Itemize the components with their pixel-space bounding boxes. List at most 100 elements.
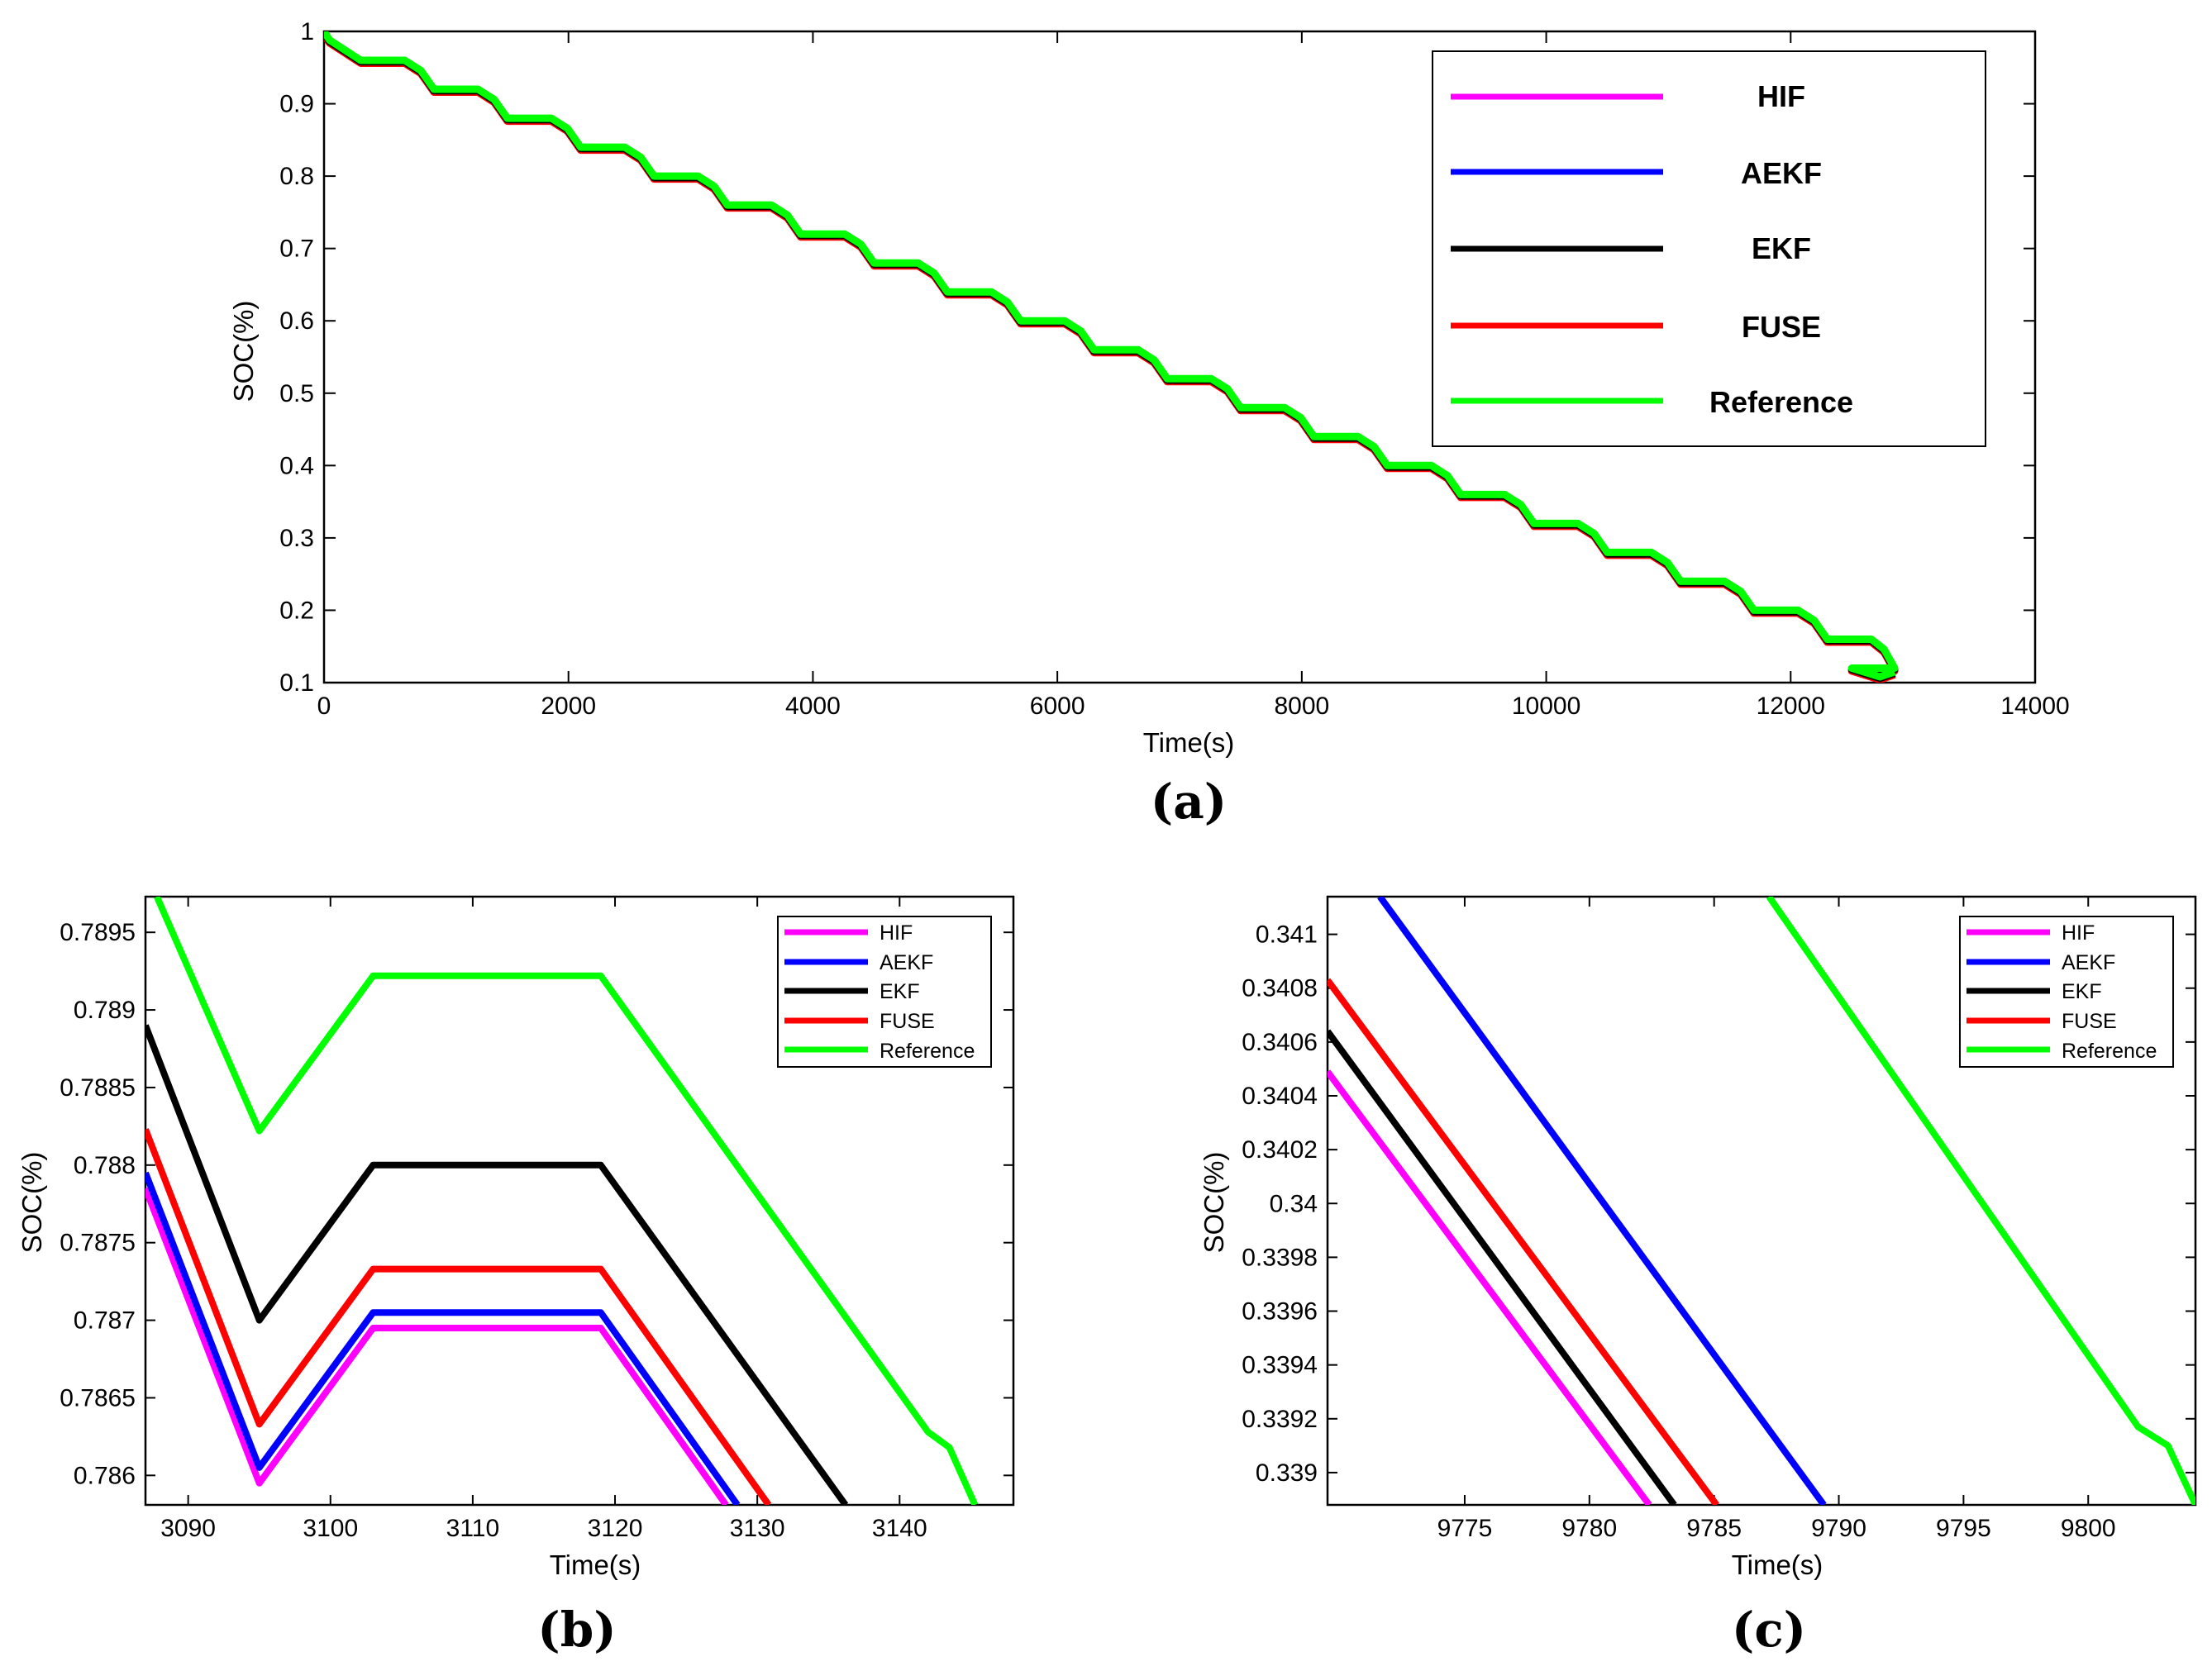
panel-a-y-label: SOC(%) [228,301,259,402]
panel-c-series [1328,897,2195,1505]
panel-b-legend-label-ekf: EKF [880,980,920,1003]
panel-a-x-label: Time(s) [1143,727,1235,758]
x-tick-label: 3120 [588,1515,643,1542]
panel-a-legend-label-aekf: AEKF [1741,156,1822,190]
panel-c-legend-label-aekf: AEKF [2062,951,2115,974]
x-tick-label: 3090 [160,1515,216,1542]
y-tick-label: 0.788 [74,1152,136,1179]
x-tick-label: 3130 [730,1515,785,1542]
series-line-ekf [145,1024,849,1505]
series-line-hif [1328,1069,1652,1505]
y-tick-label: 0.339 [1256,1459,1318,1487]
y-tick-label: 0.3404 [1242,1083,1318,1110]
x-tick-label: 9775 [1437,1515,1493,1542]
series-line-reference [154,897,979,1505]
panel-b-legend-label-aekf: AEKF [880,951,933,974]
panel-c-legend-label-ekf: EKF [2062,980,2102,1003]
y-tick-label: 0.3408 [1242,975,1318,1002]
panel-b-legend-label-hif: HIF [880,921,913,945]
panel-c-legend: HIF AEKF EKF FUSE Reference [1959,916,2174,1068]
panel-c-legend-label-hif: HIF [2062,921,2095,945]
panel-b-y-label: SOC(%) [17,1152,47,1254]
panel-a: 0 2000 4000 6000 8000 10000 12000 14000 0.10.20… [228,18,2070,830]
panel-c: 9775 9780 9785 9790 9795 9800 0.3390.33920.33… [1199,895,2197,1658]
x-tick-label: 8000 [1274,693,1329,720]
y-tick-label: 0.789 [74,997,136,1024]
y-tick-label: 0.7895 [60,919,136,946]
y-tick-label: 0.787 [74,1307,136,1335]
series-line-aekf [1377,897,1827,1505]
panel-c-legend-label-reference: Reference [2062,1040,2157,1063]
x-tick-label: 9795 [1936,1515,1991,1542]
x-tick-label: 10000 [1512,693,1580,720]
y-tick-label: 0.3398 [1242,1244,1318,1271]
panel-a-legend-label-ekf: EKF [1752,231,1811,265]
y-tick-label: 0.5 [279,380,314,407]
panel-a-legend-label-reference: Reference [1709,385,1853,419]
y-tick-label: 0.7865 [60,1384,136,1412]
series-line-aekf [145,1171,741,1505]
y-tick-label: 0.786 [74,1462,136,1489]
x-tick-label: 3100 [303,1515,358,1542]
panel-a-legend-label-fuse: FUSE [1742,310,1821,344]
series-line-ekf [1328,1029,1677,1505]
x-tick-label: 0 [317,693,331,720]
y-tick-label: 0.6 [279,307,314,335]
y-tick-label: 0.34 [1270,1190,1318,1217]
panel-b-series [145,897,979,1505]
x-tick-label: 12000 [1757,693,1825,720]
y-tick-label: 0.7875 [60,1230,136,1257]
x-tick-label: 6000 [1030,693,1085,720]
x-tick-label: 9780 [1561,1515,1617,1542]
x-tick-label: 9785 [1686,1515,1742,1542]
x-tick-label: 4000 [785,693,841,720]
y-tick-label: 0.2 [279,597,314,624]
x-tick-label: 9790 [1811,1515,1866,1542]
series-line-hif [145,1187,729,1505]
panel-a-series [324,31,1899,683]
panel-c-y-ticks: 0.339 0.3392 0.3394 0.3396 0.3398 0.34 0.3402 0… [1242,921,2195,1487]
panel-b: 3090 3100 3110 3120 3130 3140 0.7860.78650.78… [17,895,1015,1658]
panel-c-x-ticks: 9775 9780 9785 9790 9795 9800 [1437,897,2116,1542]
panel-c-x-label: Time(s) [1732,1550,1823,1580]
y-tick-label: 0.3394 [1242,1352,1318,1379]
x-tick-label: 9800 [2061,1515,2116,1542]
panel-b-caption: (b) [537,1602,616,1658]
y-tick-label: 0.7885 [60,1074,136,1102]
series-line-reference [1766,897,2195,1505]
panel-b-y-ticks: 0.786 0.7865 0.787 0.7875 0.788 0.7885 0.789 0.… [60,919,1013,1489]
series-line-reference [324,31,1899,681]
panel-c-y-label: SOC(%) [1199,1152,1229,1254]
y-tick-label: 0.3396 [1242,1298,1318,1326]
panel-c-caption: (c) [1732,1602,1806,1658]
y-tick-label: 0.341 [1256,921,1318,949]
x-tick-label: 3140 [872,1515,927,1542]
panel-a-legend-label-hif: HIF [1757,79,1805,113]
y-tick-label: 0.7 [279,236,314,263]
panel-a-caption: (a) [1151,774,1227,830]
panel-b-legend-label-fuse: FUSE [880,1010,935,1033]
panel-a-x-ticks: 0 2000 4000 6000 8000 10000 12000 14000 [317,31,2070,720]
panel-a-legend: HIF AEKF EKF FUSE Reference [1432,50,1986,447]
panel-b-legend: HIF AEKF EKF FUSE Reference [777,916,992,1068]
y-tick-label: 0.4 [279,452,314,479]
x-tick-label: 2000 [541,693,596,720]
panel-b-x-ticks: 3090 3100 3110 3120 3130 3140 [160,897,927,1542]
panel-c-legend-label-fuse: FUSE [2062,1010,2117,1033]
y-tick-label: 1 [300,18,314,45]
y-tick-label: 0.9 [279,91,314,118]
series-line-fuse [1328,978,1719,1505]
series-line-fuse [145,1128,772,1505]
y-tick-label: 0.3406 [1242,1029,1318,1056]
y-tick-label: 0.3392 [1242,1406,1318,1433]
x-tick-label: 14000 [2000,693,2069,720]
x-tick-label: 3110 [446,1515,500,1542]
y-tick-label: 0.1 [279,669,314,697]
panel-b-x-label: Time(s) [550,1550,641,1580]
y-tick-label: 0.8 [279,163,314,190]
y-tick-label: 0.3402 [1242,1136,1318,1164]
y-tick-label: 0.3 [279,525,314,552]
panel-a-y-ticks: 0.1 0.2 0.3 0.4 0.5 0.6 0.7 0.8 0.9 1 [279,18,2035,697]
panel-b-legend-label-reference: Reference [880,1040,975,1063]
